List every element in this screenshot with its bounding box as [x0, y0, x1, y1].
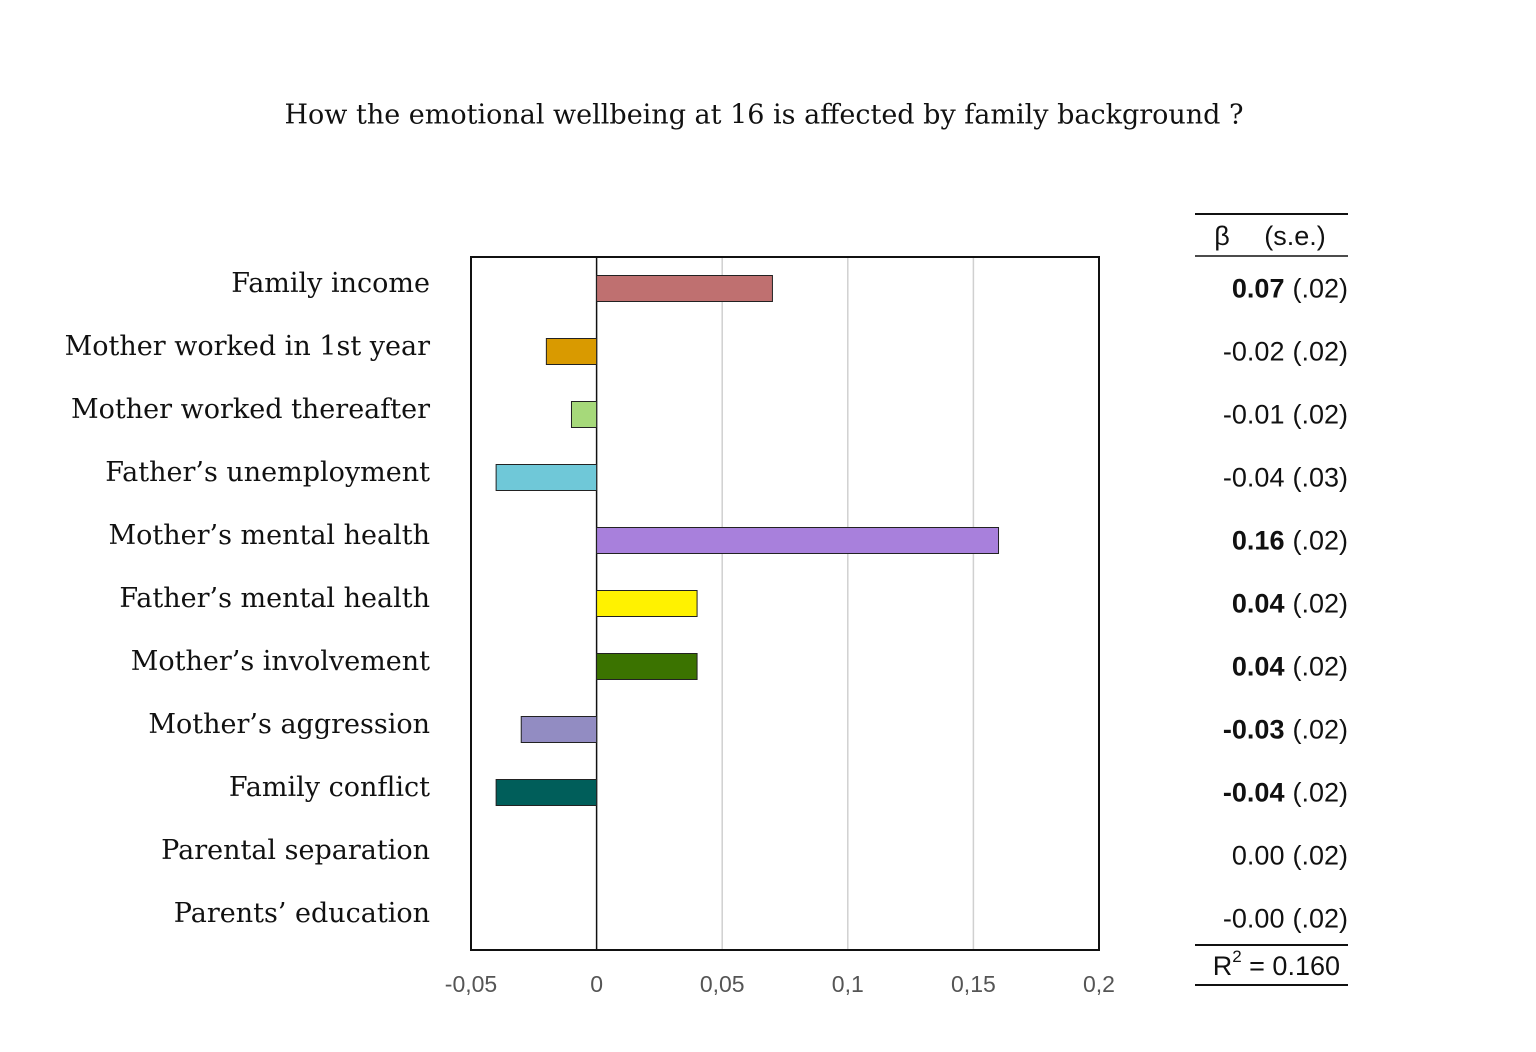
beta-label: 0.04 [1232, 589, 1285, 619]
table-row: 0.07 (.02) [1232, 274, 1348, 304]
chart-title: How the emotional wellbeing at 16 is aff… [284, 100, 1243, 131]
table-row: 0.16 (.02) [1232, 526, 1348, 556]
table-row: 0.04 (.02) [1232, 652, 1348, 682]
beta-label: -0.03 [1223, 715, 1285, 745]
se-label: (.02) [1292, 589, 1348, 619]
table-row: 0.00 (.02) [1232, 841, 1348, 871]
beta-label: -0.01 [1223, 400, 1285, 430]
bar [520, 716, 598, 743]
table-row: -0.04 (.02) [1223, 778, 1348, 808]
fit-power: 2 [1232, 947, 1241, 966]
y-tick-label: Mother worked thereafter [71, 394, 430, 425]
beta-label: -0.04 [1223, 778, 1285, 808]
x-tick-label: 0,1 [832, 971, 864, 997]
y-tick-label: Mother’s mental health [108, 520, 430, 551]
fit-text: = 0.160 [1242, 951, 1340, 981]
se-label: (.02) [1292, 841, 1348, 871]
bar [596, 590, 698, 617]
bar [596, 527, 1000, 554]
se-label: (.02) [1292, 526, 1348, 556]
table-row: -0.00 (.02) [1223, 904, 1348, 934]
y-tick-label: Mother’s involvement [131, 646, 430, 677]
se-label: (.02) [1292, 652, 1348, 682]
bar [570, 401, 598, 428]
beta-label: 0.07 [1232, 274, 1285, 304]
table-row: 0.04 (.02) [1232, 589, 1348, 619]
beta-label: -0.04 [1223, 463, 1285, 493]
se-label: (.02) [1292, 778, 1348, 808]
y-tick-label: Mother worked in 1st year [65, 331, 430, 362]
beta-label: -0.00 [1223, 904, 1285, 934]
y-tick-label: Father’s unemployment [105, 457, 430, 488]
table-row: -0.03 (.02) [1223, 715, 1348, 745]
x-tick-label: 0 [590, 971, 603, 997]
table-row: -0.04 (.03) [1223, 463, 1348, 493]
x-tick-label: 0,2 [1083, 971, 1115, 997]
table-header: (s.e.) [1264, 221, 1326, 251]
plot-frame [470, 256, 1100, 951]
beta-label: 0.16 [1232, 526, 1285, 556]
se-label: (.02) [1292, 274, 1348, 304]
x-tick-label: -0,05 [445, 971, 497, 997]
bar [495, 464, 598, 491]
bar [545, 338, 598, 365]
beta-label: 0.04 [1232, 652, 1285, 682]
x-tick-label: 0,15 [951, 971, 996, 997]
x-tick-label: 0,05 [700, 971, 745, 997]
se-label: (.02) [1292, 337, 1348, 367]
bar [495, 779, 598, 806]
se-label: (.02) [1292, 904, 1348, 934]
y-tick-label: Parental separation [161, 835, 430, 866]
se-label: (.02) [1292, 715, 1348, 745]
y-tick-label: Parents’ education [174, 898, 430, 929]
beta-label: 0.00 [1232, 841, 1285, 871]
bar [596, 275, 773, 302]
table-row: -0.01 (.02) [1223, 400, 1348, 430]
y-tick-label: Family income [231, 268, 430, 299]
y-tick-label: Mother’s aggression [148, 709, 430, 740]
table-row: -0.02 (.02) [1223, 337, 1348, 367]
beta-label: -0.02 [1223, 337, 1285, 367]
fit-symbol: R [1213, 951, 1233, 981]
table-header: β [1214, 221, 1230, 251]
bar [596, 653, 698, 680]
se-label: (.03) [1292, 463, 1348, 493]
se-label: (.02) [1292, 400, 1348, 430]
fit-stat: R2 = 0.160 [1213, 947, 1340, 981]
y-tick-label: Family conflict [229, 772, 430, 803]
y-tick-label: Father’s mental health [119, 583, 430, 614]
